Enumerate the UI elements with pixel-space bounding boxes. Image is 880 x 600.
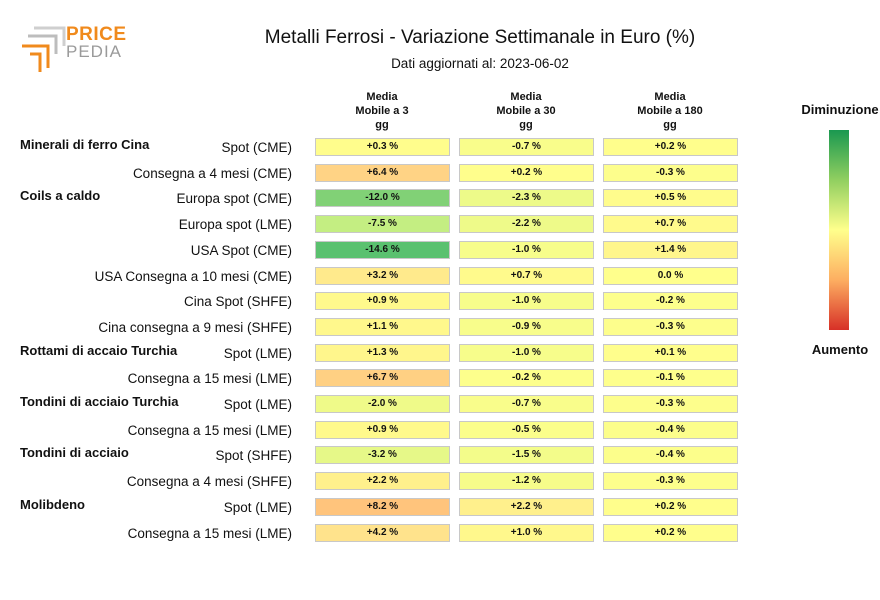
heatmap-cell: -0.9 % [459, 317, 594, 336]
heatmap-cell: +0.2 % [603, 138, 738, 156]
chart-title: Metalli Ferrosi - Variazione Settimanale… [264, 27, 696, 48]
group-label: Rottami di accaio Turchia [20, 342, 178, 358]
group-label: Coils a caldo [20, 188, 101, 204]
heatmap-cell: -1.5 % [459, 446, 594, 465]
logo-text-pedia: PEDIA [66, 42, 123, 61]
heatmap-cell: +0.3 % [315, 138, 450, 156]
row-label: USA Consegna a 10 mesi (CME) [94, 268, 292, 284]
column-header: Media Mobile a 3 gg [314, 90, 450, 132]
heatmap-cell: +1.1 % [315, 317, 450, 336]
heatmap-cell: -0.5 % [459, 420, 594, 439]
heatmap-cell: +0.2 % [603, 523, 738, 542]
heatmap-cell: -0.2 % [603, 292, 738, 311]
heatmap-cell: +6.7 % [315, 369, 450, 388]
row-label: Consegna a 4 mesi (CME) [132, 165, 292, 181]
chart-subtitle: Dati aggiornati al: 2023-06-02 [391, 56, 569, 71]
column-header-line: Media [510, 91, 542, 103]
heatmap-cell: +3.2 % [315, 266, 450, 285]
row-label: Cina consegna a 9 mesi (SHFE) [98, 319, 292, 335]
column-header-line: Mobile a 30 [496, 105, 556, 117]
heatmap-cell: -1.0 % [459, 240, 594, 259]
row-label: Spot (LME) [223, 345, 292, 361]
heatmap-cell: +0.5 % [603, 189, 738, 208]
heatmap-cell: -0.7 % [459, 138, 594, 156]
heatmap-cell: +1.3 % [315, 343, 450, 362]
heatmap-cell: +0.7 % [603, 215, 738, 234]
heatmap-cell: +0.2 % [603, 497, 738, 516]
row-label: Consegna a 15 mesi (LME) [127, 525, 292, 541]
column-header-line: Media [366, 91, 398, 103]
row-label: Consegna a 15 mesi (LME) [127, 371, 292, 387]
row-label: USA Spot (CME) [190, 242, 292, 258]
column-header-line: Mobile a 180 [637, 105, 703, 117]
legend-label-increase: Aumento [811, 342, 869, 357]
heatmap-cell: +1.4 % [603, 240, 738, 259]
heatmap-cell: -3.2 % [315, 446, 450, 465]
heatmap-cell: -0.2 % [459, 369, 594, 388]
row-label: Cina Spot (SHFE) [183, 294, 292, 310]
logo-mark-icon [22, 26, 66, 72]
column-header-line: gg [375, 119, 389, 131]
row-label: Europa spot (CME) [176, 191, 292, 207]
legend-color-scale [829, 130, 849, 330]
heatmap-cell: -0.3 % [603, 395, 738, 413]
heatmap-cell: +6.4 % [315, 163, 450, 182]
logo-text-price: PRICE [66, 24, 127, 45]
column-header: Media Mobile a 30 gg [458, 90, 594, 132]
column-header-line: gg [663, 119, 677, 131]
group-label: Tondini di acciaio Turchia [20, 394, 179, 409]
row-label: Spot (CME) [221, 140, 292, 155]
heatmap-cell: -0.3 % [603, 472, 738, 491]
group-label: Minerali di ferro Cina [20, 137, 150, 152]
heatmap-cell: +0.2 % [459, 163, 594, 182]
heatmap-cell: +0.7 % [459, 266, 594, 285]
heatmap-cell: -2.2 % [459, 215, 594, 234]
heatmap-cell: +8.2 % [315, 497, 450, 516]
column-header-line: Media [654, 91, 686, 103]
heatmap-cell: -2.0 % [315, 395, 450, 413]
heatmap-cell: -0.4 % [603, 446, 738, 465]
group-label: Tondini di acciaio [20, 445, 129, 461]
heatmap-cell: -14.6 % [315, 240, 450, 259]
heatmap-cell: -0.4 % [603, 420, 738, 439]
heatmap-cell: 0.0 % [603, 266, 738, 285]
column-header: Media Mobile a 180 gg [602, 90, 738, 132]
heatmap-cell: -2.3 % [459, 189, 594, 208]
column-header-line: gg [519, 119, 533, 131]
heatmap-cell: -1.2 % [459, 472, 594, 491]
heatmap-cell: -0.3 % [603, 317, 738, 336]
heatmap-cell: +4.2 % [315, 523, 450, 542]
heatmap-cell: +0.9 % [315, 292, 450, 311]
column-header-line: Mobile a 3 [355, 105, 409, 117]
heatmap-cell: +0.9 % [315, 420, 450, 439]
heatmap-cell: +0.1 % [603, 343, 738, 362]
heatmap-cell: -7.5 % [315, 215, 450, 234]
heatmap-cell: +2.2 % [315, 472, 450, 491]
pricepedia-logo: PRICE PEDIA [20, 24, 130, 74]
heatmap-cell: -0.1 % [603, 369, 738, 388]
row-label: Europa spot (LME) [178, 217, 292, 233]
group-label: Molibdeno [20, 496, 85, 512]
heatmap-cell: -1.0 % [459, 292, 594, 311]
row-label: Spot (LME) [223, 397, 292, 412]
heatmap-cell: +2.2 % [459, 497, 594, 516]
heatmap-cell: -0.7 % [459, 395, 594, 413]
heatmap-cell: -1.0 % [459, 343, 594, 362]
heatmap-cell: -0.3 % [603, 163, 738, 182]
row-label: Consegna a 15 mesi (LME) [127, 422, 292, 438]
heatmap-cell: +1.0 % [459, 523, 594, 542]
legend-label-decrease: Diminuzione [801, 102, 879, 117]
row-label: Consegna a 4 mesi (SHFE) [126, 474, 292, 490]
row-label: Spot (LME) [223, 499, 292, 515]
heatmap-cell: -12.0 % [315, 189, 450, 208]
row-label: Spot (SHFE) [215, 448, 292, 464]
